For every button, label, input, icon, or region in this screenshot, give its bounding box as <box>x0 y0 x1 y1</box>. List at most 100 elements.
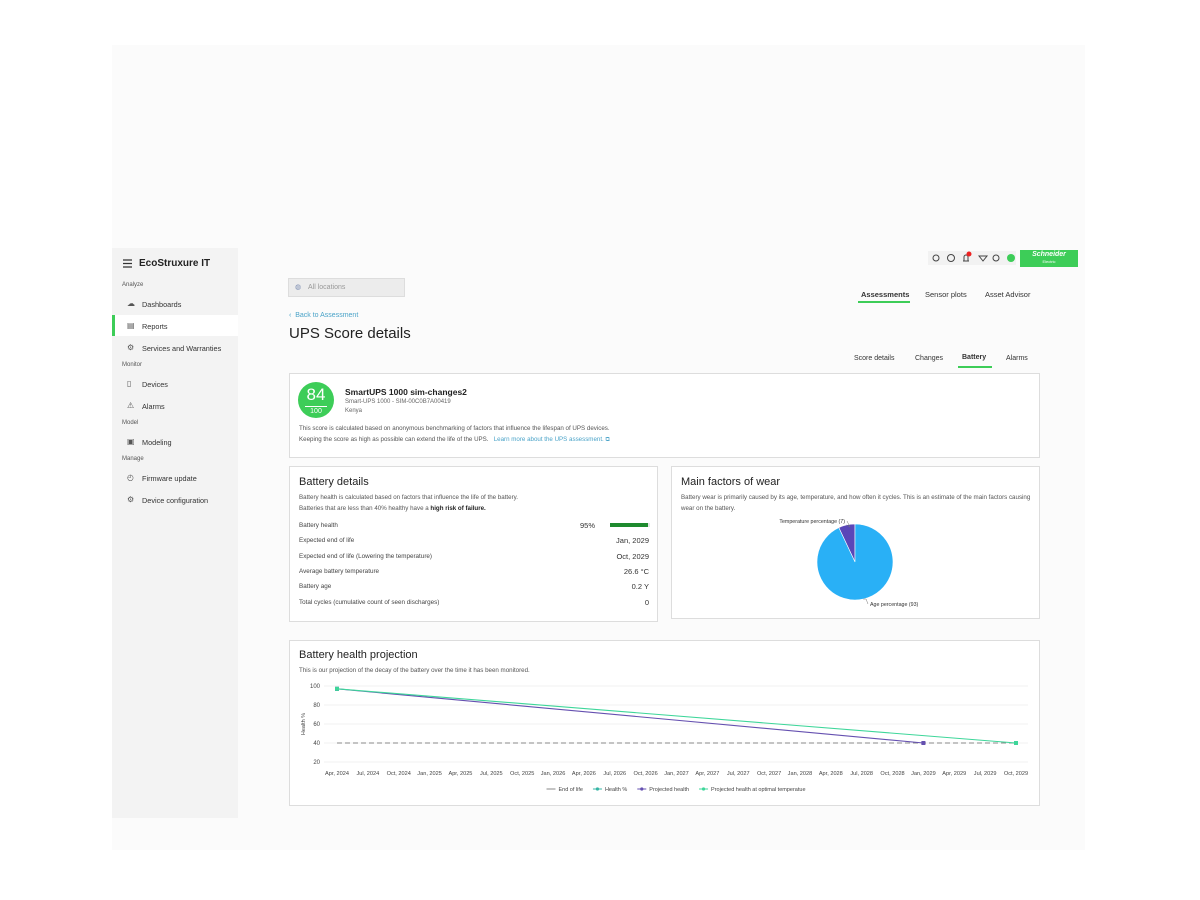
point-marker <box>335 686 339 691</box>
nav-icon[interactable]: ⚙ <box>127 495 135 504</box>
row-value: 0.2 Y <box>631 582 649 592</box>
row-label: Total cycles (cumulative count of seen d… <box>299 598 440 606</box>
point-marker <box>921 741 926 745</box>
score-badge: 84 100 <box>298 382 334 418</box>
x-tick-label: Oct, 2026 <box>634 771 658 777</box>
y-axis-label: Health % <box>301 713 307 735</box>
nav-icon[interactable]: ▯ <box>127 379 132 388</box>
nav-item[interactable]: Dashboards <box>142 300 182 309</box>
subtab[interactable]: Score details <box>854 355 895 362</box>
nav-item[interactable]: Modeling <box>142 438 172 447</box>
health-bar <box>610 523 648 527</box>
y-tick-label: 20 <box>313 760 320 766</box>
card-description: This is our projection of the decay of t… <box>299 667 530 674</box>
legend-label: Projected health <box>649 787 689 793</box>
nav-item[interactable]: Devices <box>142 380 168 389</box>
series-line <box>336 688 1017 744</box>
tab[interactable]: Asset Advisor <box>985 290 1031 299</box>
nav-item[interactable]: Reports <box>142 322 168 331</box>
device-model: Smart-UPS 1000 - SIM-00C0B7A00419 <box>345 399 451 405</box>
legend-label: Health % <box>605 787 627 793</box>
x-tick-label: Jan, 2029 <box>911 771 936 777</box>
learn-more-link[interactable]: Learn more about the UPS assessment. <box>493 435 604 443</box>
card-title: Battery health projection <box>299 649 418 661</box>
nav-icon[interactable]: ▣ <box>127 437 135 446</box>
x-tick-label: Jul, 2028 <box>850 771 873 777</box>
x-tick-label: Oct, 2028 <box>880 771 904 777</box>
y-tick-label: 40 <box>313 741 320 747</box>
nav-icon[interactable]: ⚙ <box>127 343 135 352</box>
x-tick-label: Jan, 2026 <box>541 771 566 777</box>
tab[interactable]: Sensor plots <box>925 290 967 299</box>
nav-item[interactable]: Device configuration <box>142 496 209 505</box>
row-label: Battery health <box>299 522 338 529</box>
x-tick-label: Jul, 2026 <box>603 771 626 777</box>
legend-dot <box>701 787 706 791</box>
menu-icon[interactable] <box>122 258 134 270</box>
leader-line <box>863 598 869 605</box>
legend-label: End of life <box>558 787 582 793</box>
section-title: Monitor <box>122 362 143 368</box>
nav-item[interactable]: Alarms <box>142 402 165 411</box>
x-tick-label: Oct, 2024 <box>387 771 411 777</box>
score-description: This score is calculated based on anonym… <box>299 424 610 445</box>
row-label: Expected end of life <box>299 537 355 545</box>
section-title: Manage <box>122 456 144 462</box>
active-item-bg <box>112 315 238 336</box>
nav-icon[interactable]: ⚠ <box>127 401 135 410</box>
nav-icon[interactable]: ◴ <box>127 473 134 482</box>
point-marker <box>1014 741 1018 745</box>
row-value: Oct, 2029 <box>616 551 649 561</box>
row-value: Jan, 2029 <box>616 536 649 546</box>
description-text: Batteries that are less than 40% healthy… <box>299 504 429 512</box>
x-tick-label: Jan, 2027 <box>664 771 689 777</box>
nav-icon[interactable]: ☁ <box>127 299 135 308</box>
active-item-bar <box>112 315 115 336</box>
device-name: SmartUPS 1000 sim-changes2 <box>345 387 467 397</box>
x-tick-label: Apr, 2026 <box>572 771 596 777</box>
tab-underline <box>858 301 910 303</box>
score-value: 84 <box>306 385 326 404</box>
logo-text: Schneider <box>1032 251 1066 258</box>
x-tick-label: Oct, 2025 <box>510 771 534 777</box>
x-tick-label: Oct, 2029 <box>1004 771 1028 777</box>
x-tick-label: Apr, 2025 <box>448 771 472 777</box>
logo-subtext: Electric <box>1042 259 1056 264</box>
description-line: This score is calculated based on anonym… <box>299 425 610 432</box>
y-tick-label: 80 <box>313 703 320 709</box>
x-tick-label: Oct, 2027 <box>757 771 781 777</box>
toolbar-icons[interactable] <box>928 251 1018 265</box>
description-line: Battery health is calculated based on fa… <box>299 494 518 501</box>
x-tick-label: Jul, 2024 <box>357 771 380 777</box>
card-description: Battery health is calculated based on fa… <box>299 493 518 514</box>
pie-label: Temperature percentage (7) <box>779 519 845 525</box>
x-tick-label: Jul, 2025 <box>480 771 503 777</box>
section-title: Analyze <box>122 282 144 288</box>
tab-active[interactable]: Assessments <box>861 290 910 299</box>
brand: EcoStruxure IT <box>139 258 211 269</box>
legend-label: Projected health at optimal temperatue <box>711 787 805 793</box>
projection-card: Battery health projection This is our pr… <box>289 640 1040 806</box>
back-link-text[interactable]: Back to Assessment <box>295 312 359 319</box>
nav-icon[interactable]: ▤ <box>127 321 135 330</box>
description-line: Batteries that are less than 40% healthy… <box>299 504 518 515</box>
score-divider <box>305 406 327 407</box>
x-tick-label: Apr, 2027 <box>695 771 719 777</box>
series-line <box>336 688 924 744</box>
nav-item[interactable]: Firmware update <box>142 474 197 483</box>
page-title: UPS Score details <box>289 325 411 342</box>
subtab-underline <box>958 366 992 368</box>
location-filter[interactable]: ◍ All locations <box>288 278 405 297</box>
card-title: Main factors of wear <box>681 476 781 488</box>
subtab-active[interactable]: Battery <box>962 354 987 361</box>
back-link[interactable]: ‹ Back to Assessment <box>289 312 359 319</box>
row-label: Battery age <box>299 583 332 591</box>
subtab[interactable]: Alarms <box>1006 355 1028 362</box>
legend-dot <box>595 787 600 791</box>
x-tick-label: Jul, 2029 <box>974 771 997 777</box>
subtab[interactable]: Changes <box>915 355 944 362</box>
nav-item[interactable]: Services and Warranties <box>142 344 222 353</box>
battery-details-card: Battery details Battery health is calcul… <box>289 466 658 622</box>
row-label: Expected end of life (Lowering the tempe… <box>299 552 433 560</box>
